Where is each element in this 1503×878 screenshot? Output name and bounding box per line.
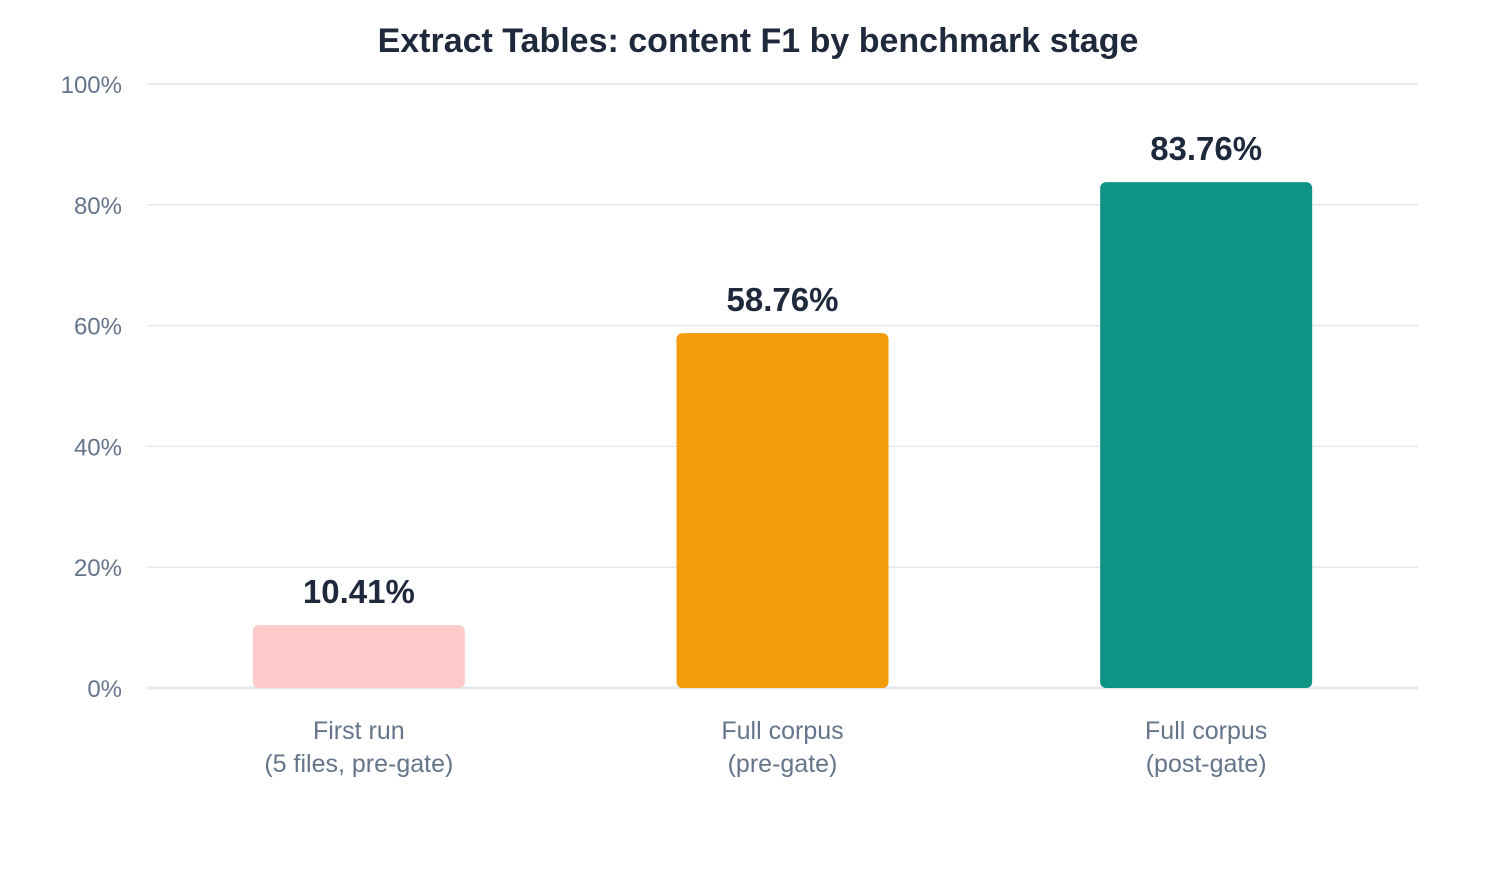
y-tick-label: 40% (74, 434, 122, 461)
x-tick-label-line: (pre-gate) (728, 750, 838, 778)
x-tick-label: First run (5 files, pre-gate) (264, 717, 453, 778)
x-tick-label-line: (5 files, pre-gate) (264, 750, 453, 778)
x-axis-ticks: First run (5 files, pre-gate) Full corpus (… (264, 717, 1267, 778)
value-labels: 10.41% 58.76% 83.76% (303, 130, 1262, 610)
y-tick-label: 0% (87, 676, 122, 703)
bar-value-label: 58.76% (727, 281, 839, 318)
chart-title: Extract Tables: content F1 by benchmark … (378, 22, 1139, 60)
x-tick-label: Full corpus (post-gate) (1145, 717, 1267, 778)
bar-value-label: 10.41% (303, 573, 415, 610)
x-tick-label-line: Full corpus (1145, 717, 1267, 745)
bar (676, 333, 889, 688)
x-tick-label-line: Full corpus (721, 717, 843, 745)
x-tick-label-line: (post-gate) (1146, 750, 1267, 778)
y-tick-label: 20% (74, 555, 122, 582)
y-tick-label: 100% (61, 72, 122, 99)
y-tick-label: 80% (74, 193, 122, 220)
y-axis-ticks: 0% 20% 40% 60% 80% 100% (61, 72, 122, 703)
bar-value-label: 83.76% (1150, 130, 1262, 167)
x-tick-label-line: First run (313, 717, 405, 745)
y-tick-label: 60% (74, 314, 122, 341)
x-tick-label: Full corpus (pre-gate) (721, 717, 843, 778)
bar (252, 625, 465, 688)
bar (1100, 182, 1313, 688)
bars (252, 182, 1313, 688)
